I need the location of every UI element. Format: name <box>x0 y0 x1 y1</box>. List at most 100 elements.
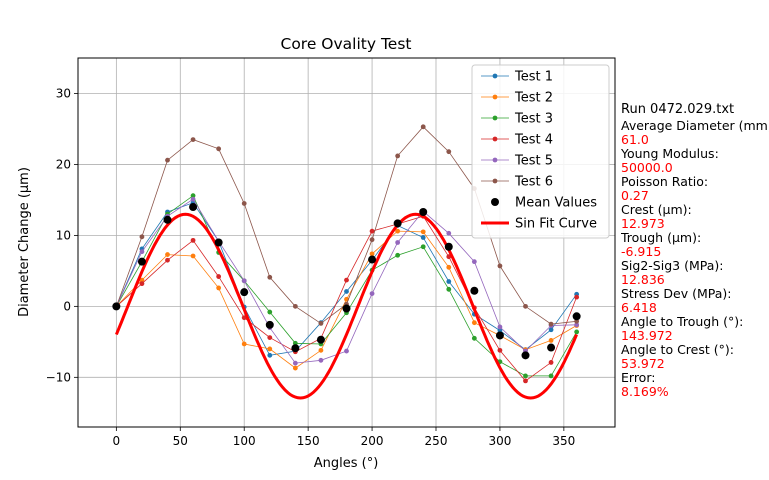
data-point <box>523 303 528 309</box>
data-point <box>241 341 247 347</box>
y-tick-label: 10 <box>56 228 71 242</box>
data-point <box>523 378 528 384</box>
data-point <box>292 365 298 371</box>
legend-label: Test 1 <box>514 70 553 85</box>
data-point <box>267 335 273 340</box>
data-point <box>574 329 580 335</box>
data-point <box>165 157 170 163</box>
data-point <box>190 193 196 199</box>
data-point <box>420 124 426 130</box>
y-tick-label: 30 <box>56 86 71 100</box>
data-point <box>344 277 349 283</box>
data-point <box>165 257 170 263</box>
x-tick-label: 350 <box>552 434 575 448</box>
info-value: 61.0 <box>621 132 649 147</box>
legend-label: Test 6 <box>514 175 553 190</box>
mean-point <box>189 203 198 212</box>
legend-box <box>471 64 610 239</box>
legend-marker <box>492 178 498 184</box>
data-point <box>190 137 196 143</box>
data-point <box>165 252 170 257</box>
data-point <box>497 347 503 353</box>
info-item: Angle to Crest (°): 53.972 <box>621 343 769 371</box>
info-value: -6.915 <box>621 244 662 259</box>
data-point <box>216 146 222 152</box>
mean-point <box>368 255 377 264</box>
mean-point <box>240 288 249 297</box>
mean-point <box>444 242 453 251</box>
info-label: Angle to Trough (°): <box>621 314 744 329</box>
data-point <box>369 291 375 296</box>
mean-point <box>342 304 351 313</box>
data-point <box>395 228 401 234</box>
data-point <box>446 149 452 155</box>
info-label: Poisson Ratio: <box>621 174 709 189</box>
data-point <box>344 289 349 294</box>
info-value: 53.972 <box>621 356 665 371</box>
info-label: Young Modulus: <box>621 146 719 161</box>
mean-point <box>137 257 146 266</box>
data-point <box>548 373 554 379</box>
info-item: Sig2-Sig3 (MPa): 12.836 <box>621 259 769 287</box>
data-point <box>216 274 222 279</box>
data-point <box>471 320 477 326</box>
mean-point <box>393 219 402 228</box>
mean-point <box>572 312 581 321</box>
data-point <box>523 373 528 379</box>
data-point <box>267 309 273 315</box>
data-point <box>139 234 145 240</box>
chart-title: Core Ovality Test <box>281 35 412 53</box>
info-item: Stress Dev (MPa): 6.418 <box>621 287 769 315</box>
info-label: Error: <box>621 370 656 385</box>
legend-label: Sin Fit Curve <box>515 217 597 232</box>
x-axis-label: Angles (°) <box>314 456 379 471</box>
mean-point <box>495 331 504 340</box>
data-point <box>446 230 452 236</box>
data-point <box>190 237 196 243</box>
data-point <box>369 228 375 234</box>
mean-point <box>265 320 274 329</box>
data-point <box>216 285 222 291</box>
data-point <box>318 320 324 326</box>
info-value: 143.972 <box>621 328 673 343</box>
data-point <box>292 303 298 309</box>
data-point <box>548 360 554 365</box>
data-point <box>190 196 196 202</box>
info-label: Sig2-Sig3 (MPa): <box>621 258 724 273</box>
legend-label: Test 2 <box>514 91 553 106</box>
data-point <box>446 279 452 284</box>
y-tick-label: 20 <box>56 157 71 171</box>
data-point <box>241 201 247 206</box>
run-name: Run 0472.029.txt <box>621 102 735 117</box>
info-item: Angle to Trough (°): 143.972 <box>621 315 769 343</box>
sin-fit-curve <box>115 212 578 400</box>
data-point <box>369 251 375 257</box>
info-value: 50000.0 <box>621 160 673 175</box>
info-panel: Run 0472.029.txt Average Diameter (mm): 6… <box>621 102 769 399</box>
info-item: Trough (µm): -6.915 <box>621 231 769 259</box>
data-point <box>267 352 273 358</box>
info-item: Poisson Ratio: 0.27 <box>621 175 769 203</box>
info-value: 8.169% <box>621 384 669 399</box>
data-point <box>267 346 273 352</box>
legend-marker <box>492 73 498 79</box>
data-point <box>471 335 477 341</box>
info-label: Crest (µm): <box>621 202 692 217</box>
legend-label: Mean Values <box>515 196 597 211</box>
data-point <box>497 324 503 330</box>
mean-point <box>316 335 325 344</box>
info-item: Crest (µm): 12.973 <box>621 203 769 231</box>
data-point <box>548 321 554 327</box>
legend-label: Test 5 <box>514 154 553 169</box>
x-tick-label: 150 <box>297 434 320 448</box>
x-tick-label: 50 <box>173 434 188 448</box>
data-point <box>574 322 580 328</box>
data-point <box>395 240 401 245</box>
data-point <box>241 278 247 284</box>
legend-marker <box>492 115 498 121</box>
mean-point <box>291 344 300 353</box>
legend-marker <box>492 94 498 100</box>
info-item: Error: 8.169% <box>621 371 769 399</box>
info-value: 0.27 <box>621 188 649 203</box>
